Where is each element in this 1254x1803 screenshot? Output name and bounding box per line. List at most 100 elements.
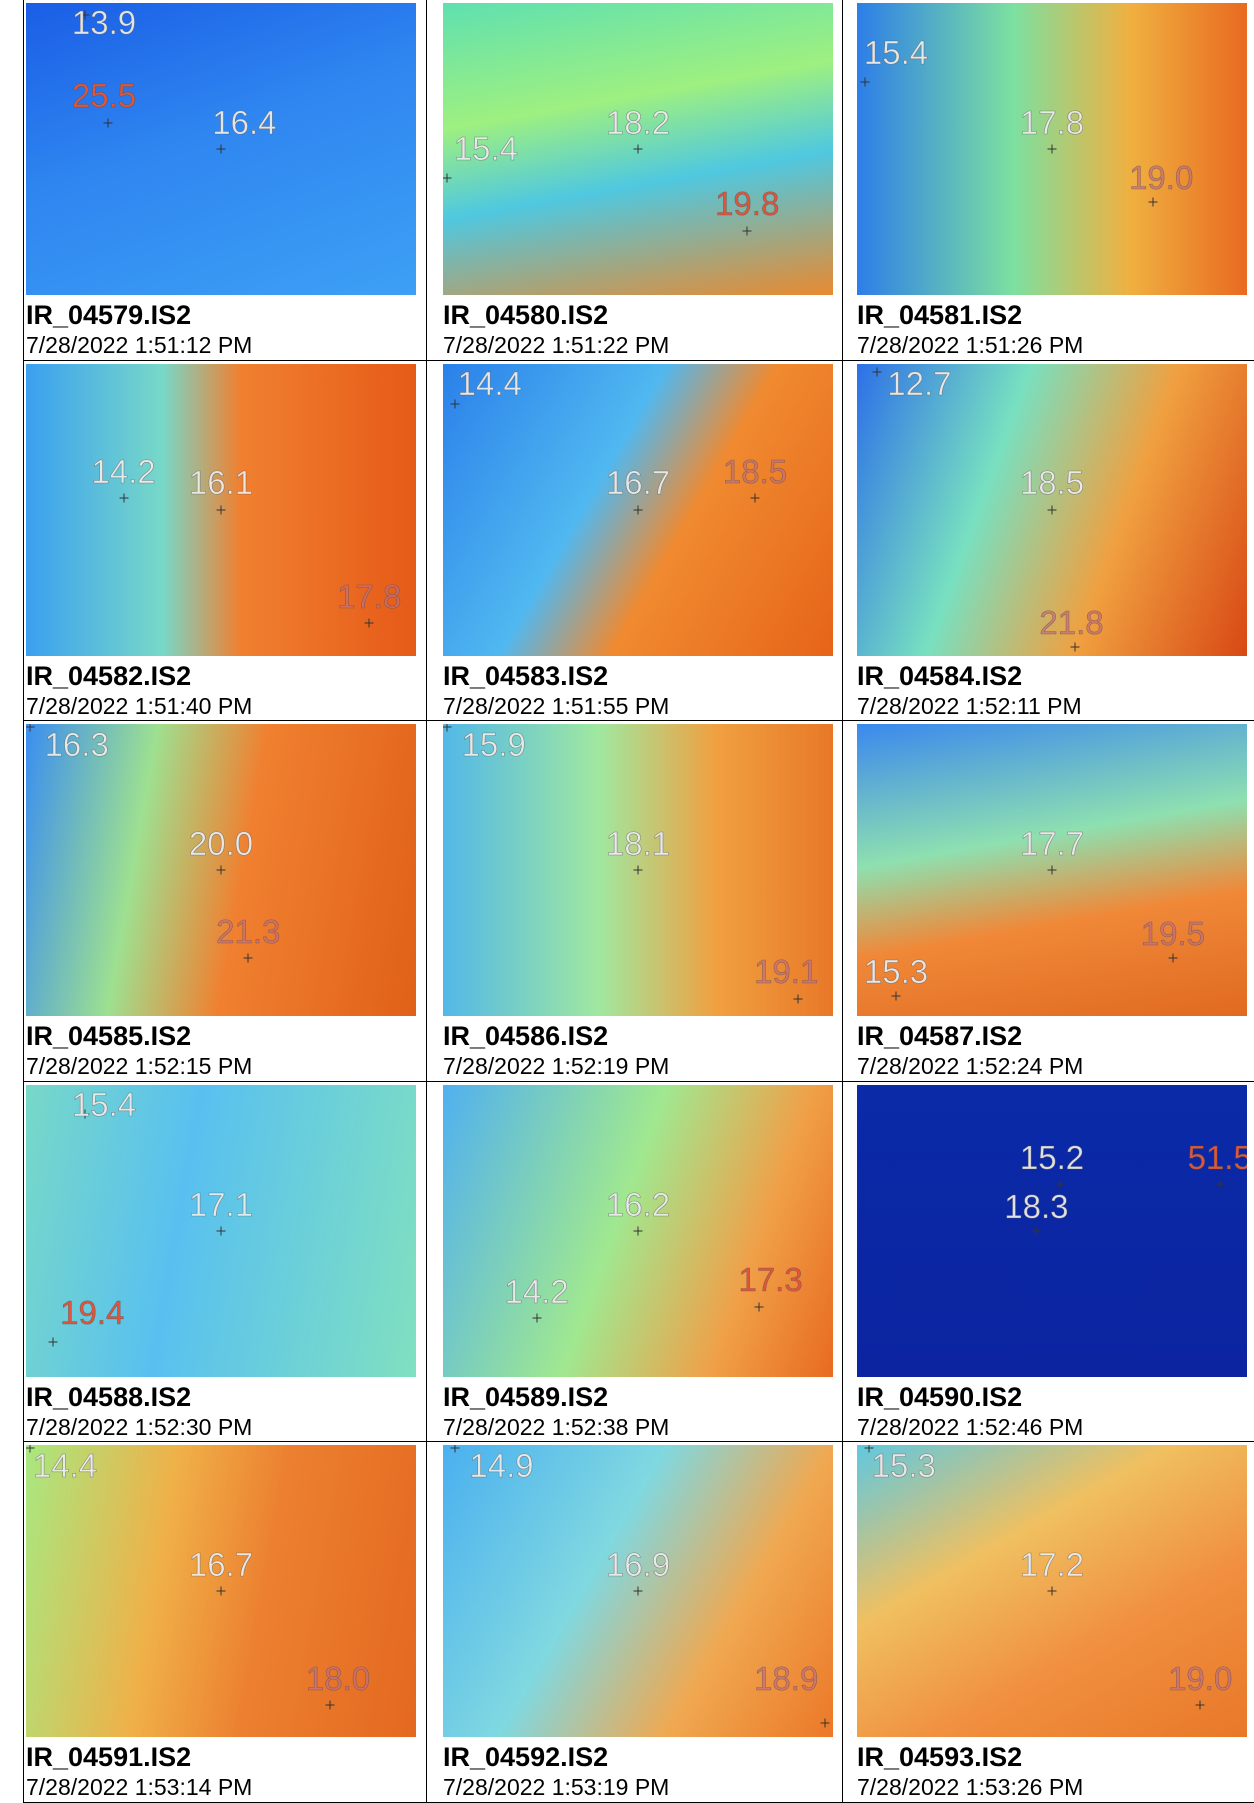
temperature-reading: 17.8 (1019, 103, 1085, 141)
crosshair (872, 367, 881, 377)
timestamp: 7/28/2022 1:53:26 PM (857, 1774, 1084, 1801)
crosshair (754, 1302, 764, 1312)
temperature-reading: 51.5 (1187, 1138, 1247, 1176)
timestamp: 7/28/2022 1:52:30 PM (26, 1413, 253, 1440)
temperature-reading: 12.7 (887, 365, 952, 403)
temperature-reading: 16.7 (605, 464, 671, 502)
crosshair (1047, 1586, 1057, 1596)
crosshair (364, 618, 374, 628)
crosshair (80, 10, 89, 20)
file-name: IR_04579.IS2 (26, 300, 192, 330)
timestamp: 7/28/2022 1:52:19 PM (443, 1053, 670, 1080)
crosshair (1215, 1179, 1225, 1189)
file-name: IR_04592.IS2 (443, 1742, 609, 1773)
temperature-reading: 16.2 (605, 1185, 671, 1223)
temperature-reading: 15.4 (71, 1086, 137, 1124)
crosshair (820, 1718, 830, 1728)
temperature-reading: 15.9 (461, 725, 526, 763)
crosshair (119, 493, 128, 503)
crosshair (216, 1586, 226, 1596)
image-cell: 14.9 16.9 18.9 IR_04592.IS2 7/28/2022 1:53:1… (426, 1442, 842, 1803)
timestamp: 7/28/2022 1:51:22 PM (443, 332, 670, 358)
file-name: IR_04582.IS2 (26, 660, 192, 691)
file-name: IR_04589.IS2 (443, 1381, 609, 1412)
crosshair (1031, 1226, 1041, 1236)
image-cell: 15.3 17.2 19.0 IR_04593.IS2 7/28/2022 1:53:2… (842, 1442, 1254, 1803)
temperature-reading: 14.2 (91, 452, 156, 490)
timestamp: 7/28/2022 1:52:38 PM (443, 1413, 670, 1440)
temperature-reading: 15.4 (453, 130, 519, 168)
thermal-image: 15.2 51.5 18.3 (857, 1084, 1247, 1377)
temperature-reading: 16.1 (188, 464, 254, 502)
timestamp: 7/28/2022 1:52:11 PM (857, 692, 1082, 719)
timestamp: 7/28/2022 1:53:14 PM (26, 1774, 253, 1801)
timestamp: 7/28/2022 1:51:26 PM (857, 332, 1084, 358)
temperature-reading: 17.1 (188, 1185, 254, 1223)
timestamp: 7/28/2022 1:53:19 PM (443, 1774, 670, 1801)
file-name: IR_04584.IS2 (857, 660, 1023, 691)
temperature-reading: 14.4 (457, 365, 522, 403)
crosshair (26, 724, 35, 732)
thermal-image: 15.9 18.1 19.1 (443, 724, 833, 1017)
temperature-reading: 19.5 (1140, 915, 1206, 953)
temperature-reading: 19.0 (1129, 159, 1194, 197)
crosshair (80, 1109, 89, 1119)
image-cell: 15.4 18.2 19.8 IR_04580.IS2 7/28/2022 1:51:2… (426, 0, 842, 361)
crosshair (1047, 865, 1057, 875)
timestamp: 7/28/2022 1:51:55 PM (443, 692, 670, 719)
temperature-reading: 18.2 (605, 103, 671, 141)
thermal-image: 16.3 20.0 21.3 (26, 724, 416, 1017)
temperature-reading: 19.4 (60, 1293, 125, 1331)
file-name: IR_04588.IS2 (26, 1381, 192, 1412)
crosshair (48, 1337, 58, 1347)
image-cell: 14.4 16.7 18.5 IR_04583.IS2 7/28/2022 1:51:5… (426, 360, 842, 722)
image-grid: 13.9 25.5 16.4 IR_04579.IS2 7/28/2022 1:51:1… (23, 0, 1254, 1803)
temperature-reading: 15.3 (871, 1446, 936, 1485)
crosshair (443, 724, 452, 732)
file-name: IR_04585.IS2 (26, 1021, 192, 1052)
timestamp: 7/28/2022 1:52:46 PM (857, 1413, 1084, 1440)
thermal-image: 13.9 25.5 16.4 (26, 3, 416, 295)
temperature-reading: 15.2 (1019, 1138, 1085, 1176)
file-name: IR_04581.IS2 (857, 300, 1023, 330)
timestamp: 7/28/2022 1:52:24 PM (857, 1053, 1084, 1080)
temperature-reading: 19.8 (715, 185, 780, 223)
thermal-image: 15.3 17.2 19.0 (857, 1445, 1247, 1738)
crosshair (1055, 1179, 1065, 1189)
file-name: IR_04580.IS2 (443, 300, 609, 330)
crosshair (243, 953, 253, 963)
temperature-reading: 18.3 (1004, 1188, 1069, 1226)
crosshair (1168, 953, 1178, 963)
temperature-reading: 17.3 (738, 1261, 803, 1299)
temperature-reading: 21.8 (1039, 604, 1104, 642)
image-cell: 15.2 51.5 18.3 IR_04590.IS2 7/28/2022 1:52:4… (842, 1081, 1254, 1443)
crosshair (1047, 505, 1057, 515)
image-cell: 15.4 17.8 19.0 IR_04581.IS2 7/28/2022 1:51:2… (842, 0, 1254, 361)
temperature-reading: 19.1 (754, 953, 819, 991)
temperature-reading: 16.3 (44, 725, 109, 763)
crosshair (633, 1586, 643, 1596)
temperature-reading: 14.2 (504, 1273, 569, 1311)
crosshair (450, 1445, 460, 1453)
temperature-reading: 16.4 (212, 103, 277, 141)
file-name: IR_04593.IS2 (857, 1742, 1023, 1773)
crosshair (633, 865, 643, 875)
temperature-reading: 19.0 (1168, 1659, 1233, 1698)
crosshair (793, 994, 803, 1004)
temperature-reading: 18.5 (1019, 464, 1085, 502)
image-cell: 14.2 16.2 17.3 IR_04589.IS2 7/28/2022 1:52:3… (426, 1081, 842, 1443)
file-name: IR_04587.IS2 (857, 1021, 1023, 1052)
thermal-image: 17.7 19.5 15.3 (857, 724, 1247, 1017)
crosshair (860, 77, 870, 87)
crosshair (450, 399, 460, 409)
temperature-reading: 21.3 (216, 912, 281, 950)
image-cell: 15.9 18.1 19.1 IR_04586.IS2 7/28/2022 1:52:1… (426, 721, 842, 1082)
crosshair (443, 173, 452, 183)
timestamp: 7/28/2022 1:52:15 PM (26, 1053, 253, 1080)
temperature-reading: 18.9 (754, 1659, 819, 1698)
temperature-reading: 25.5 (71, 77, 137, 115)
crosshair (103, 118, 113, 128)
thermal-image: 15.4 18.2 19.8 (443, 3, 833, 295)
crosshair (216, 144, 226, 154)
thermal-image: 14.9 16.9 18.9 (443, 1445, 833, 1738)
